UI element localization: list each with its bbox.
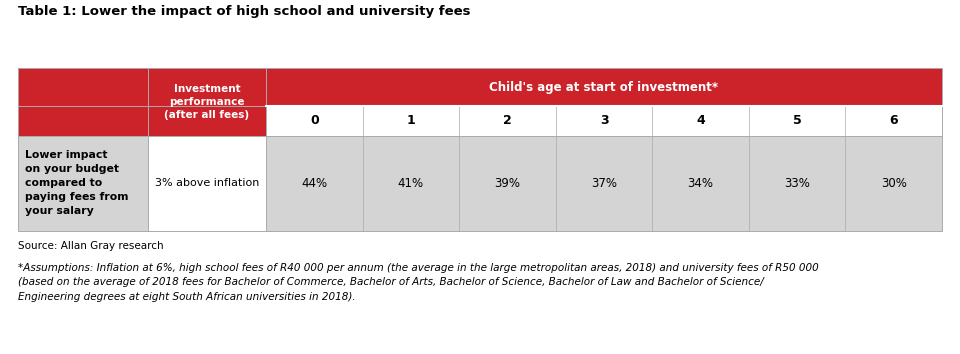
- Text: Lower impact
on your budget
compared to
paying fees from
your salary: Lower impact on your budget compared to …: [25, 150, 129, 217]
- Bar: [363, 136, 459, 231]
- Text: 3% above inflation: 3% above inflation: [155, 178, 259, 188]
- Text: 5: 5: [793, 114, 802, 127]
- Bar: [18, 136, 148, 231]
- Text: Investment
performance
(after all fees): Investment performance (after all fees): [164, 84, 250, 120]
- Text: 33%: 33%: [784, 177, 810, 190]
- Bar: [266, 106, 942, 136]
- Text: 3: 3: [600, 114, 609, 127]
- Text: Source: Allan Gray research: Source: Allan Gray research: [18, 241, 163, 251]
- Bar: [556, 136, 652, 231]
- Bar: [749, 136, 846, 231]
- Bar: [148, 136, 266, 231]
- Text: 39%: 39%: [494, 177, 520, 190]
- Text: Child's age at start of investment*: Child's age at start of investment*: [490, 80, 719, 93]
- Bar: [266, 68, 942, 106]
- Bar: [846, 136, 942, 231]
- Text: Table 1: Lower the impact of high school and university fees: Table 1: Lower the impact of high school…: [18, 5, 470, 18]
- Bar: [148, 68, 266, 136]
- Text: 2: 2: [503, 114, 512, 127]
- Text: *Assumptions: Inflation at 6%, high school fees of R40 000 per annum (the averag: *Assumptions: Inflation at 6%, high scho…: [18, 263, 819, 302]
- Bar: [459, 136, 556, 231]
- Text: 34%: 34%: [687, 177, 713, 190]
- Text: 30%: 30%: [880, 177, 906, 190]
- Text: 6: 6: [889, 114, 898, 127]
- Text: 44%: 44%: [301, 177, 327, 190]
- Bar: [18, 68, 942, 231]
- Text: 0: 0: [310, 114, 319, 127]
- Bar: [18, 68, 148, 136]
- Text: 1: 1: [406, 114, 416, 127]
- Text: 4: 4: [696, 114, 705, 127]
- Text: 41%: 41%: [397, 177, 424, 190]
- Bar: [266, 136, 363, 231]
- Text: 37%: 37%: [591, 177, 617, 190]
- Bar: [652, 136, 749, 231]
